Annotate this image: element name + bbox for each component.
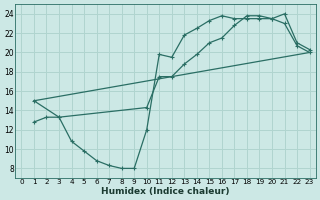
X-axis label: Humidex (Indice chaleur): Humidex (Indice chaleur) xyxy=(101,187,230,196)
